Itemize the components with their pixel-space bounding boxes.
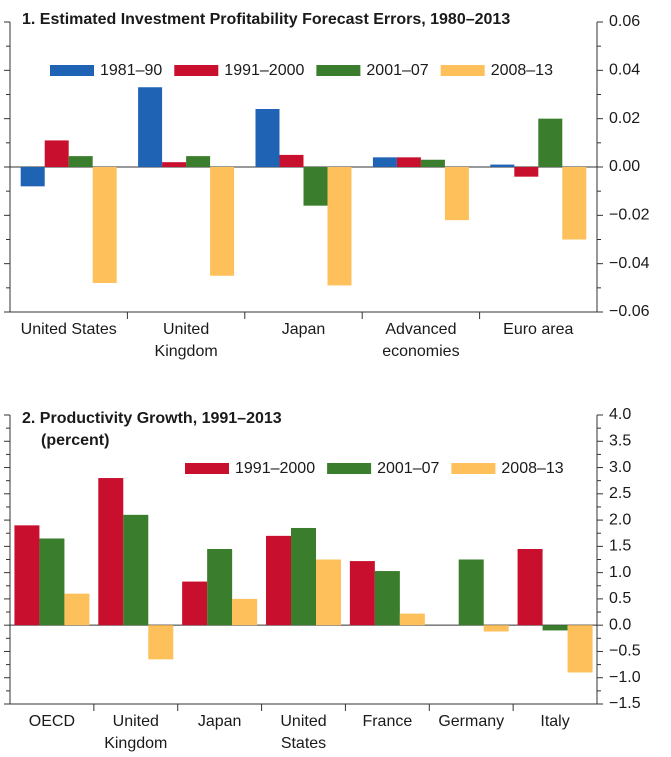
bar <box>420 159 445 167</box>
y-tick-label: 2.0 <box>609 511 631 528</box>
bar <box>207 548 233 626</box>
legend-label: 2001–07 <box>366 62 428 79</box>
bar <box>327 167 352 286</box>
x-tick-label: United Kingdom <box>104 713 167 752</box>
legend-label: 1981–90 <box>100 62 162 79</box>
legend-swatch <box>174 65 219 76</box>
chart-subtitle: (percent) <box>41 432 109 449</box>
x-tick-label: OECD <box>29 713 75 730</box>
bar <box>279 154 304 167</box>
bar <box>20 167 45 187</box>
x-tick-label: Japan <box>198 713 242 730</box>
y-tick-label: −0.5 <box>609 643 641 660</box>
x-tick-label: United States <box>280 713 326 752</box>
x-tick-label: Japan <box>282 321 326 338</box>
bar <box>490 164 515 167</box>
x-tick-label: Germany <box>438 713 504 730</box>
y-tick-label: 0.02 <box>609 110 640 127</box>
bar <box>138 87 163 167</box>
y-tick-label: 1.0 <box>609 564 631 581</box>
bar <box>517 548 543 626</box>
legend-swatch <box>451 463 496 474</box>
legend-label: 1991–2000 <box>224 62 304 79</box>
y-tick-label: −0.04 <box>609 255 650 272</box>
y-tick-label: 0.00 <box>609 158 640 175</box>
y-tick-label: −1.0 <box>609 669 641 686</box>
bar <box>567 625 593 673</box>
y-tick-label: 1.5 <box>609 538 631 555</box>
bar <box>123 514 149 626</box>
bar <box>374 571 400 626</box>
bar <box>303 167 328 206</box>
bar <box>148 625 174 660</box>
bar <box>186 156 211 167</box>
bar <box>514 167 539 177</box>
chart-title: 2. Productivity Growth, 1991–2013 <box>22 410 282 427</box>
bar <box>162 162 187 167</box>
bar <box>92 167 117 283</box>
bar <box>182 581 208 626</box>
bar <box>396 157 421 167</box>
x-tick-label: France <box>362 713 412 730</box>
legend-label: 2008–13 <box>491 62 553 79</box>
y-tick-label: 0.04 <box>609 62 640 79</box>
x-tick-label: United States <box>21 321 117 338</box>
bar <box>316 559 341 626</box>
legend-swatch <box>185 463 229 474</box>
y-tick-label: 0.0 <box>609 616 631 633</box>
legend-swatch <box>440 65 485 76</box>
y-tick-label: −1.5 <box>609 695 641 712</box>
bar <box>483 625 509 632</box>
y-tick-label: 0.5 <box>609 590 631 607</box>
legend-label: 2008–13 <box>501 460 563 477</box>
y-tick-label: 0.06 <box>609 13 640 30</box>
legend-swatch <box>316 65 361 76</box>
x-tick-label: Italy <box>540 713 569 730</box>
bar <box>64 593 90 626</box>
legend-label: 2001–07 <box>377 460 439 477</box>
legend-swatch <box>327 463 372 474</box>
bar <box>98 478 124 626</box>
x-tick-label: Euro area <box>503 321 573 338</box>
bar <box>44 140 69 167</box>
y-tick-label: 4.0 <box>609 406 631 423</box>
bar <box>538 118 563 167</box>
bar <box>266 535 291 626</box>
legend-swatch <box>50 65 94 76</box>
bar <box>255 109 280 167</box>
legend-label: 1991–2000 <box>235 460 315 477</box>
bar <box>444 167 469 221</box>
chart-title: 1. Estimated Investment Profitability Fo… <box>22 11 510 28</box>
y-tick-label: 3.0 <box>609 459 631 476</box>
bar <box>458 559 484 626</box>
bar <box>291 527 316 626</box>
bar <box>542 625 568 631</box>
bar <box>562 167 587 240</box>
y-tick-label: −0.02 <box>609 207 650 224</box>
bar <box>349 561 375 626</box>
bar <box>232 598 258 626</box>
x-tick-label: United Kingdom <box>155 321 218 360</box>
bar <box>14 525 40 626</box>
x-tick-label: Advanced economies <box>382 321 459 360</box>
bar <box>68 156 93 167</box>
bar <box>210 167 235 276</box>
bar <box>399 613 425 626</box>
bar <box>39 538 65 626</box>
y-tick-label: 2.5 <box>609 485 631 502</box>
y-tick-label: 3.5 <box>609 432 631 449</box>
bar <box>372 157 397 167</box>
y-tick-label: −0.06 <box>609 303 650 320</box>
